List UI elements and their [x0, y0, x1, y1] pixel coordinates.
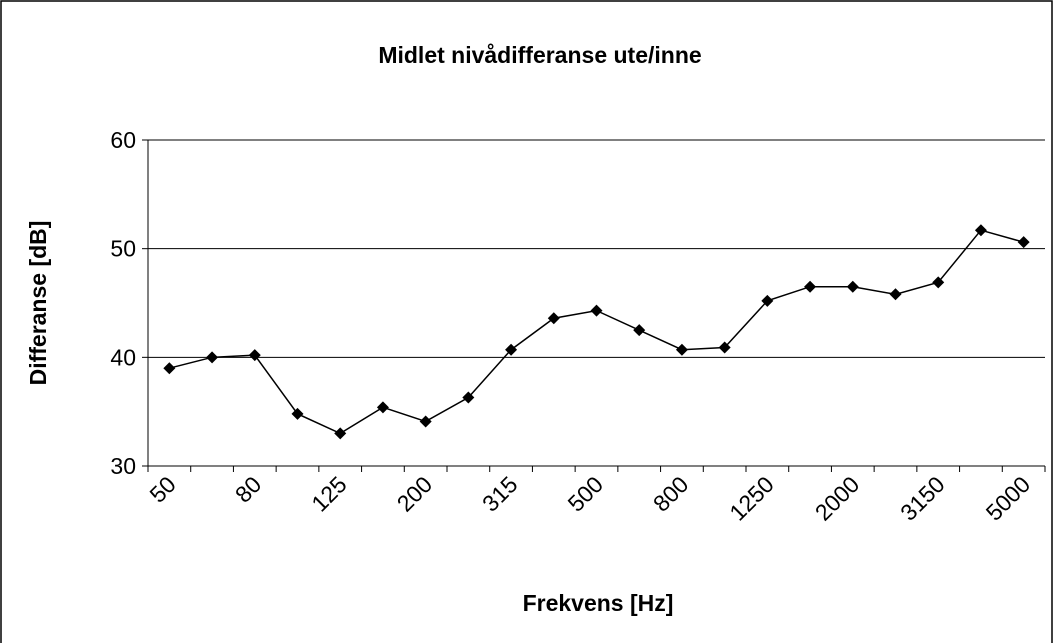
data-point	[718, 341, 731, 354]
data-point	[932, 276, 945, 289]
data-point	[419, 415, 432, 428]
data-point	[675, 343, 688, 356]
data-point	[206, 351, 219, 364]
data-point	[462, 391, 475, 404]
y-axis-title: Differanse [dB]	[25, 221, 51, 386]
y-tick-label: 60	[110, 127, 136, 153]
data-point	[376, 401, 389, 414]
data-point	[761, 294, 774, 307]
y-tick-label: 50	[110, 236, 136, 262]
data-point	[334, 427, 347, 440]
data-point	[889, 288, 902, 301]
y-tick-label: 40	[110, 344, 136, 370]
y-tick-label: 30	[110, 453, 136, 479]
x-axis-title: Frekvens [Hz]	[523, 590, 674, 616]
data-point	[1017, 236, 1030, 249]
data-point	[291, 407, 304, 420]
data-point	[974, 224, 987, 237]
data-point	[590, 304, 603, 317]
chart-title: Midlet nivådifferanse ute/inne	[378, 42, 701, 68]
data-point	[547, 312, 560, 325]
data-point	[804, 280, 817, 293]
data-point	[248, 349, 261, 362]
data-point	[505, 343, 518, 356]
data-point	[163, 362, 176, 375]
data-point	[846, 280, 859, 293]
data-point	[633, 324, 646, 337]
